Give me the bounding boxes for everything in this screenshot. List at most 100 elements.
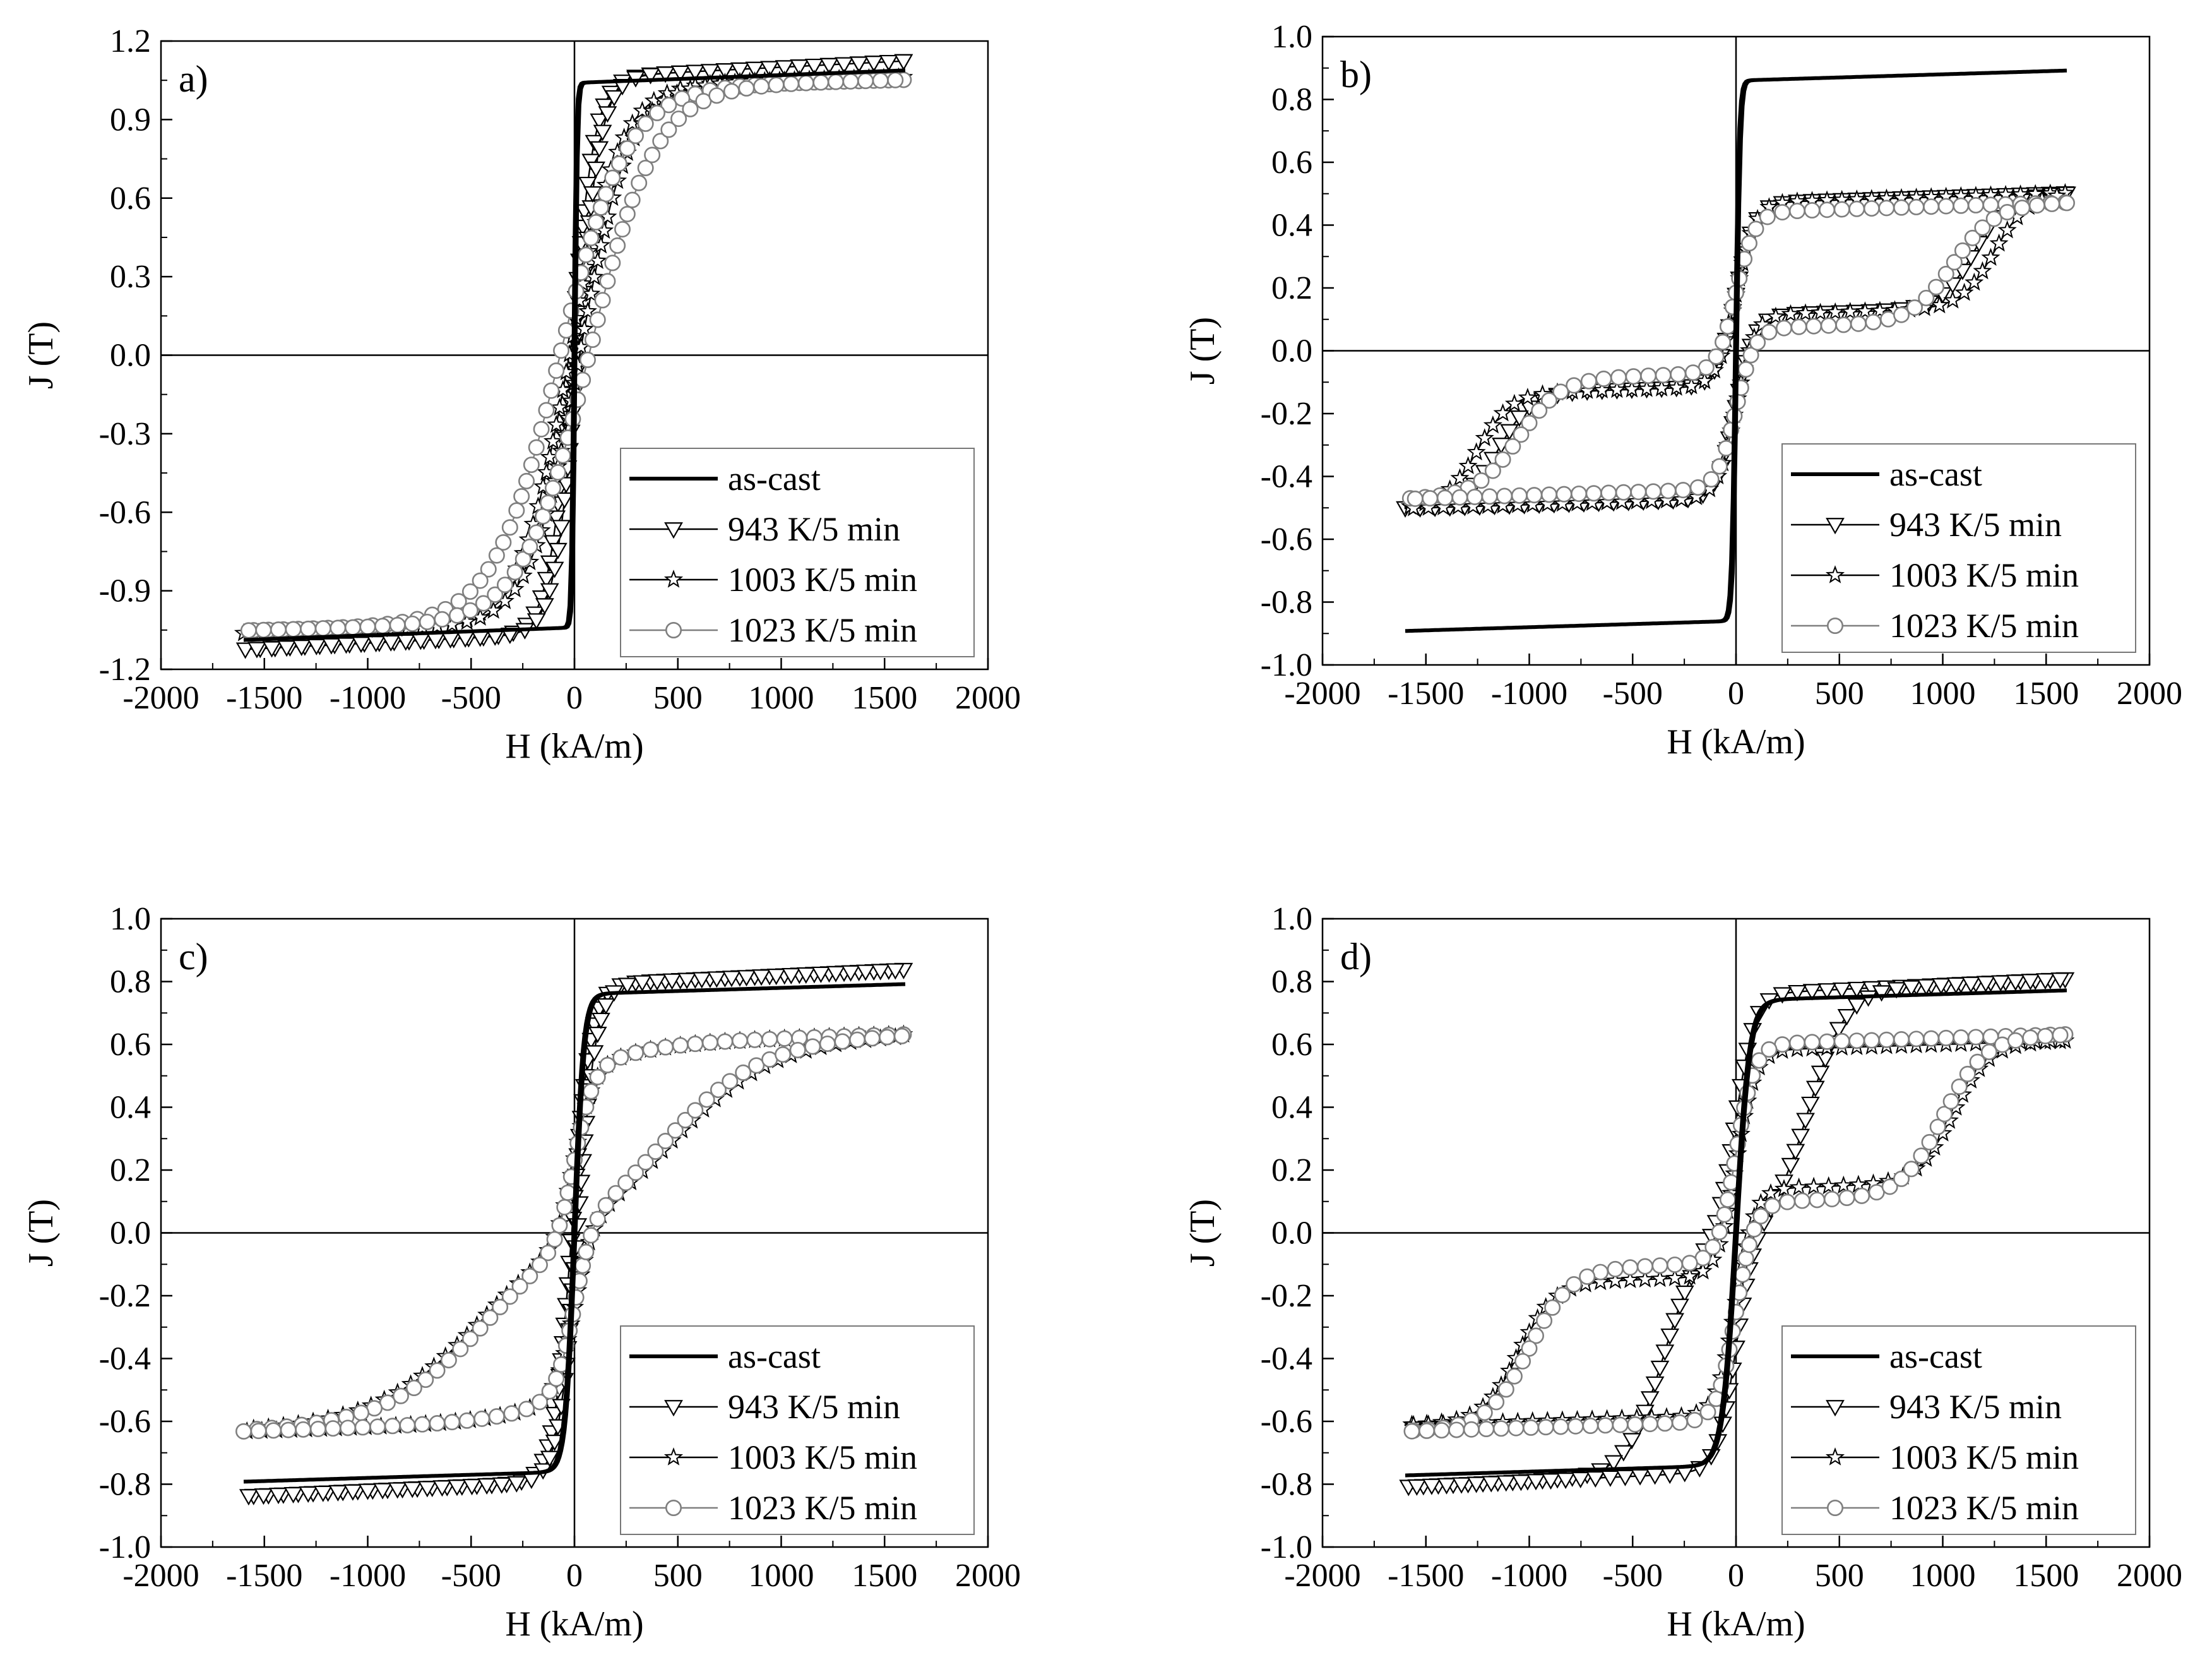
data-point — [2036, 973, 2055, 990]
data-point — [588, 213, 605, 230]
x-tick-label: 1000 — [749, 680, 814, 716]
data-point — [1552, 1418, 1569, 1435]
data-point — [533, 421, 550, 438]
data-point — [1436, 489, 1453, 506]
data-point — [583, 1227, 600, 1244]
x-tick-label: 1000 — [1910, 676, 1976, 712]
data-point — [1936, 1106, 1953, 1123]
data-point — [452, 1341, 469, 1358]
data-point — [1953, 1029, 1970, 1046]
legend-swatch-marker — [1825, 565, 1845, 583]
data-point — [1403, 1423, 1420, 1440]
x-tick-label: -2000 — [1284, 1558, 1360, 1594]
data-point — [1833, 201, 1850, 218]
data-point — [1473, 472, 1490, 489]
data-point — [540, 494, 557, 511]
data-point — [1466, 1476, 1486, 1493]
data-point — [1586, 1471, 1605, 1488]
legend-item: as-cast — [1791, 1337, 1982, 1375]
data-point — [1847, 981, 1867, 998]
y-tick-label: 0.6 — [1271, 1027, 1312, 1063]
data-point — [1974, 219, 1991, 236]
data-point — [1951, 1078, 1968, 1095]
data-point — [835, 57, 853, 74]
data-point — [475, 595, 492, 612]
data-point — [280, 1421, 297, 1438]
data-point — [461, 583, 479, 600]
x-tick-label: -500 — [441, 1558, 501, 1594]
data-point — [1452, 1477, 1471, 1494]
data-point — [1817, 983, 1836, 1000]
data-point — [1848, 200, 1865, 217]
series-line — [243, 982, 906, 1484]
x-tick-label: 2000 — [955, 680, 1021, 716]
data-point — [300, 620, 317, 637]
data-point — [1823, 1190, 1840, 1207]
data-point — [1650, 1269, 1670, 1288]
legend-item: 943 K/5 min — [629, 510, 900, 548]
x-tick-label: 1500 — [2013, 676, 2079, 712]
data-point — [1766, 306, 1785, 325]
data-point — [1805, 1080, 1825, 1097]
data-point — [535, 508, 552, 525]
data-point — [660, 121, 677, 138]
x-axis-label: H (kA/m) — [1667, 722, 1805, 762]
data-point — [1675, 1285, 1694, 1302]
data-point — [2006, 974, 2025, 991]
data-point — [1749, 334, 1766, 351]
data-point — [1796, 303, 1816, 321]
data-point — [812, 74, 830, 91]
data-point — [488, 547, 505, 564]
data-point — [508, 502, 525, 519]
data-point — [748, 1057, 765, 1074]
data-point — [710, 1082, 727, 1099]
data-point — [1407, 1479, 1427, 1496]
data-point — [578, 246, 595, 263]
data-point — [307, 638, 326, 655]
data-point — [610, 155, 627, 172]
data-point — [1605, 1270, 1625, 1289]
data-point — [1671, 1414, 1688, 1431]
data-point — [1566, 377, 1583, 394]
data-point — [761, 1031, 778, 1048]
data-point — [849, 1031, 866, 1048]
data-point — [1684, 364, 1701, 381]
x-tick-label: -1500 — [226, 1558, 302, 1594]
data-point — [330, 619, 347, 636]
y-tick-label: 0.0 — [110, 1216, 151, 1252]
y-tick-label: -0.3 — [99, 416, 151, 452]
data-point — [637, 115, 654, 132]
data-point — [1985, 210, 2002, 227]
data-point — [528, 524, 545, 541]
data-point — [596, 998, 615, 1015]
data-point — [1582, 1418, 1599, 1435]
data-point — [1946, 977, 1966, 994]
data-point — [1908, 1031, 1925, 1048]
data-point — [841, 965, 860, 982]
data-point — [1786, 1144, 1805, 1161]
data-point — [1651, 378, 1672, 397]
panel-b: -2000 -1500 -1000 -500 0 500 1000 1500 2000 -1.0 -… — [1183, 19, 2182, 762]
data-point — [461, 1330, 479, 1347]
data-point — [1829, 1022, 1848, 1039]
data-point — [1788, 1034, 1805, 1051]
data-point — [1917, 979, 1936, 996]
data-point — [593, 124, 612, 141]
data-point — [1848, 1174, 1868, 1193]
data-point — [1607, 1260, 1624, 1277]
legend-label: 1003 K/5 min — [728, 1438, 917, 1476]
data-point — [1537, 1419, 1554, 1436]
data-point — [506, 564, 523, 581]
data-point — [1699, 1404, 1716, 1421]
data-point — [373, 1483, 392, 1500]
data-point — [2007, 1032, 2024, 1049]
data-point — [1497, 1381, 1514, 1398]
panel-c: -2000 -1500 -1000 -500 0 500 1000 1500 2000 -1.0 -… — [21, 901, 1021, 1644]
data-point — [1541, 1473, 1561, 1490]
data-point — [321, 638, 341, 655]
data-point — [1802, 984, 1822, 1001]
data-point — [583, 186, 602, 203]
data-point — [419, 613, 436, 630]
legend-item: 1003 K/5 min — [629, 561, 917, 599]
data-point — [1554, 1286, 1571, 1303]
